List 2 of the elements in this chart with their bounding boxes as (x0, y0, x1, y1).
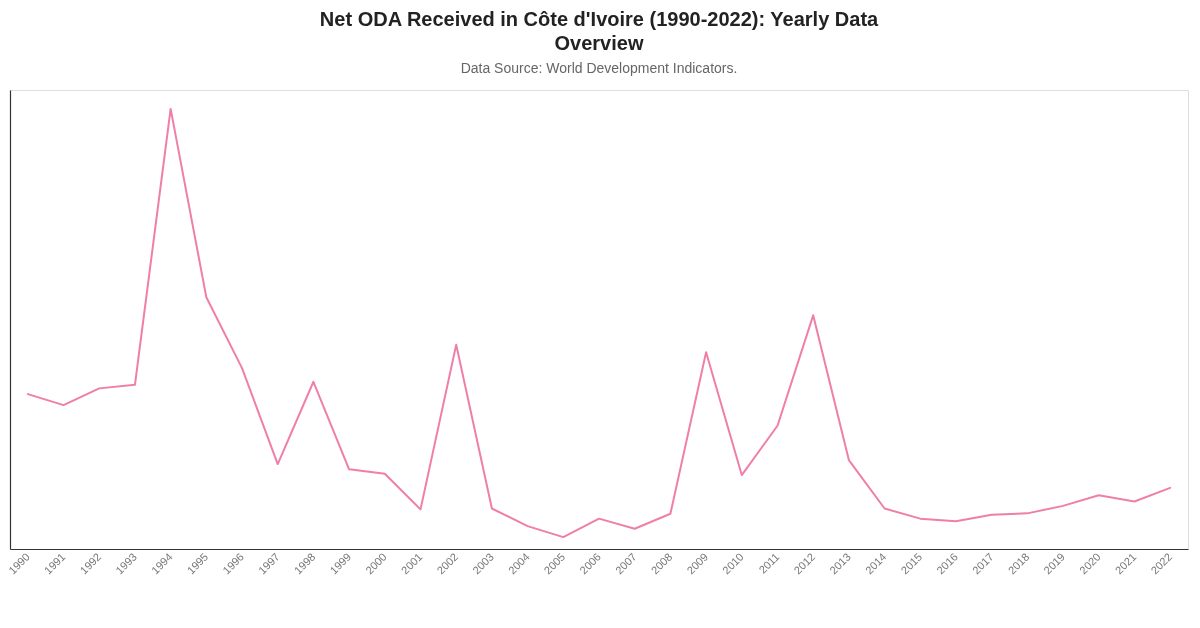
chart-subtitle: Data Source: World Development Indicators. (460, 60, 738, 76)
chart-title: Net ODA Received in Côte d'Ivoire (1990-2022): Yearly Data Overview (319, 8, 880, 54)
